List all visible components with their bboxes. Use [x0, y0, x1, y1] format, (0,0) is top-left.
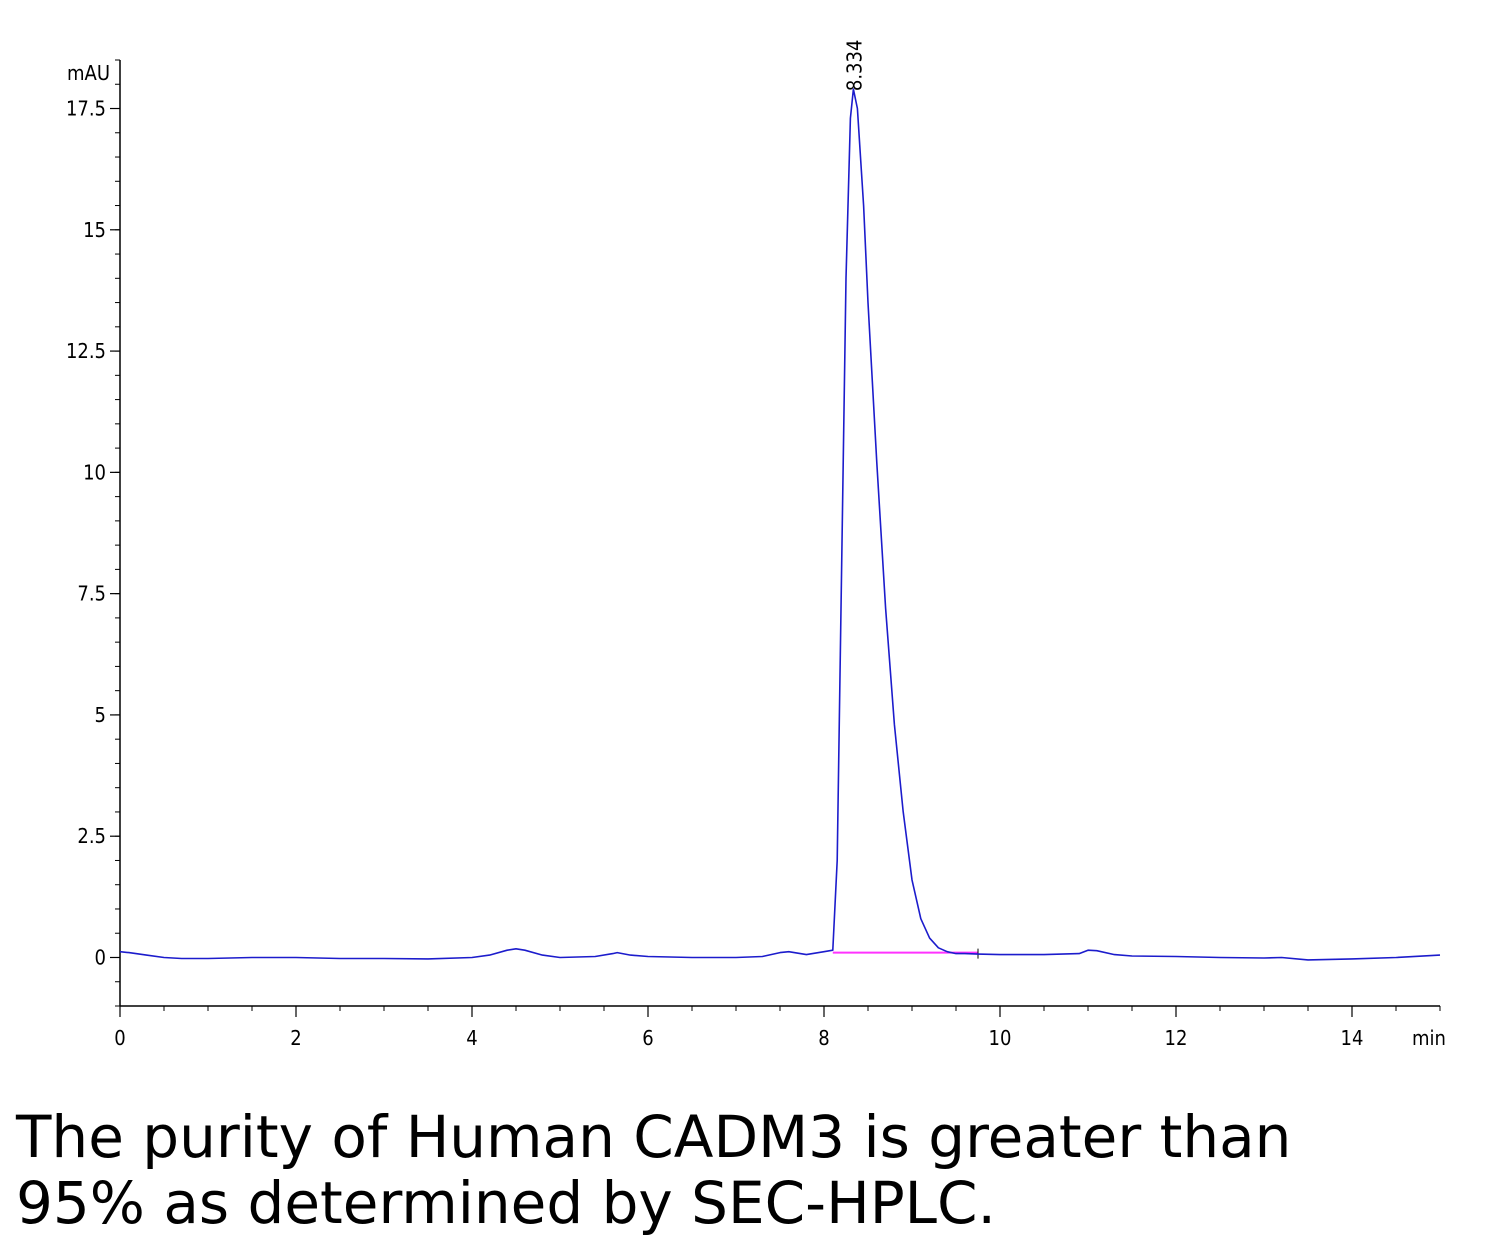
y-tick-label: 12.5 — [66, 339, 106, 363]
x-tick-label: 8 — [818, 1026, 829, 1050]
caption: The purity of Human CADM3 is greater tha… — [16, 1104, 1476, 1236]
chromatogram-chart: mAU min 0 2.5 5 7.5 10 12.5 15 17.5 0 2 4 6 8 10 12 14 8… — [66, 40, 1446, 1050]
x-tick-label: 4 — [466, 1026, 477, 1050]
y-tick-label: 7.5 — [77, 582, 106, 606]
x-tick-label: 12 — [1165, 1026, 1188, 1050]
x-axis-label: min — [1412, 1026, 1446, 1050]
x-tick-label: 14 — [1341, 1026, 1364, 1050]
y-axis-label: mAU — [67, 61, 110, 85]
chromatogram-trace — [119, 88, 1441, 961]
x-tick-label: 2 — [290, 1026, 301, 1050]
x-tick-label: 0 — [114, 1026, 125, 1050]
caption-line-2: 95% as determined by SEC-HPLC. — [16, 1169, 996, 1237]
y-tick-label: 0 — [95, 945, 106, 969]
y-tick-label: 2.5 — [77, 824, 106, 848]
y-tick-label: 10 — [83, 460, 106, 484]
y-tick-label: 15 — [83, 218, 106, 242]
y-tick-label: 5 — [95, 703, 106, 727]
x-tick-label: 6 — [642, 1026, 653, 1050]
caption-line-1: The purity of Human CADM3 is greater tha… — [16, 1103, 1292, 1171]
y-tick-label: 17.5 — [66, 97, 106, 121]
x-tick-label: 10 — [989, 1026, 1012, 1050]
peak-label: 8.334 — [842, 40, 866, 92]
